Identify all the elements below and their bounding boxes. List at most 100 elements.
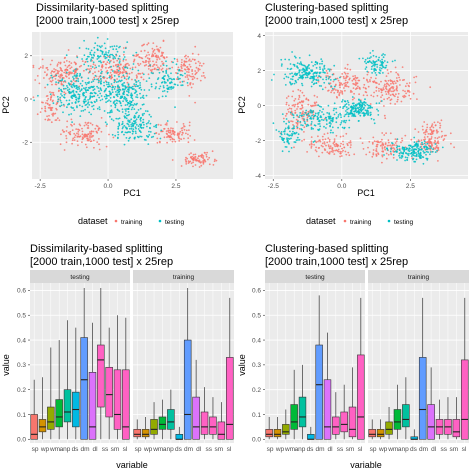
x-tick-label: ss bbox=[441, 446, 448, 453]
training-point bbox=[176, 60, 179, 63]
training-point bbox=[355, 81, 357, 84]
testing-point bbox=[430, 147, 432, 150]
testing-point bbox=[68, 113, 70, 116]
training-point bbox=[353, 97, 356, 99]
testing-point bbox=[415, 148, 418, 151]
testing-point bbox=[313, 72, 316, 74]
testing-point bbox=[107, 85, 109, 88]
training-point bbox=[443, 138, 446, 140]
testing-point bbox=[293, 141, 296, 143]
testing-point bbox=[405, 152, 408, 155]
training-point bbox=[349, 91, 352, 93]
testing-point bbox=[322, 68, 324, 71]
training-point bbox=[290, 113, 292, 115]
testing-point bbox=[99, 49, 102, 52]
testing-point bbox=[144, 110, 147, 112]
training-point bbox=[308, 143, 311, 146]
testing-point bbox=[142, 126, 145, 129]
training-point bbox=[212, 164, 215, 166]
testing-point bbox=[57, 100, 59, 103]
testing-point bbox=[413, 160, 416, 163]
testing-point bbox=[318, 111, 320, 114]
training-point bbox=[48, 78, 51, 80]
training-point bbox=[327, 89, 330, 92]
testing-point bbox=[115, 81, 118, 83]
testing-point bbox=[370, 56, 372, 58]
testing-point bbox=[341, 120, 343, 122]
testing-point bbox=[87, 65, 90, 67]
testing-point bbox=[332, 109, 335, 112]
training-point bbox=[75, 62, 77, 65]
testing-point bbox=[106, 54, 109, 57]
training-point bbox=[108, 133, 110, 136]
testing-point bbox=[82, 94, 85, 97]
testing-point bbox=[73, 74, 76, 77]
testing-point bbox=[118, 93, 121, 96]
testing-point bbox=[85, 91, 88, 93]
training-point bbox=[186, 71, 188, 73]
training-point bbox=[180, 67, 183, 70]
testing-point bbox=[375, 55, 378, 58]
training-point bbox=[63, 91, 66, 94]
training-point bbox=[370, 94, 373, 97]
testing-point bbox=[328, 118, 331, 120]
training-point bbox=[401, 66, 404, 68]
testing-point bbox=[94, 74, 97, 77]
testing-point bbox=[78, 104, 81, 107]
training-point bbox=[449, 132, 452, 135]
testing-point bbox=[106, 112, 109, 114]
testing-point bbox=[126, 67, 129, 69]
training-point bbox=[314, 149, 317, 152]
testing-point bbox=[73, 93, 75, 95]
testing-point bbox=[129, 104, 132, 107]
testing-point bbox=[284, 146, 287, 148]
training-point bbox=[51, 83, 53, 86]
testing-point bbox=[303, 69, 306, 72]
training-point bbox=[176, 58, 179, 61]
testing-point bbox=[403, 146, 406, 149]
testing-point bbox=[57, 81, 60, 84]
testing-point bbox=[412, 151, 414, 153]
testing-point bbox=[111, 133, 114, 136]
training-point bbox=[369, 80, 371, 83]
testing-point bbox=[63, 87, 65, 90]
testing-point bbox=[366, 109, 369, 112]
testing-point bbox=[121, 121, 124, 123]
training-point bbox=[60, 73, 63, 76]
testing-point bbox=[49, 93, 52, 96]
training-point bbox=[325, 69, 328, 72]
training-point bbox=[390, 98, 393, 101]
training-point bbox=[425, 129, 427, 132]
training-point bbox=[375, 154, 378, 157]
training-point bbox=[200, 65, 203, 67]
training-point bbox=[388, 144, 390, 147]
testing-point bbox=[406, 147, 409, 150]
training-point bbox=[177, 66, 180, 69]
training-point bbox=[427, 141, 430, 144]
testing-point bbox=[412, 157, 415, 160]
training-point bbox=[42, 65, 44, 67]
training-point bbox=[327, 75, 329, 77]
testing-point bbox=[361, 103, 364, 105]
training-point bbox=[312, 113, 315, 116]
testing-point bbox=[90, 58, 93, 61]
testing-point bbox=[134, 85, 137, 88]
training-point bbox=[437, 142, 440, 145]
testing-point bbox=[320, 116, 323, 118]
training-point bbox=[381, 94, 384, 97]
testing-point bbox=[75, 85, 78, 87]
training-point bbox=[395, 93, 397, 96]
training-point bbox=[156, 66, 159, 68]
testing-point bbox=[59, 79, 62, 82]
testing-point bbox=[130, 123, 133, 126]
training-point bbox=[109, 71, 112, 74]
training-point bbox=[313, 143, 315, 146]
training-point bbox=[389, 102, 392, 105]
x-tick-label: 2.5 bbox=[171, 183, 180, 190]
training-point bbox=[365, 91, 368, 94]
testing-point bbox=[312, 65, 315, 67]
testing-point bbox=[328, 76, 331, 78]
training-point bbox=[342, 140, 344, 143]
testing-point bbox=[65, 54, 68, 57]
